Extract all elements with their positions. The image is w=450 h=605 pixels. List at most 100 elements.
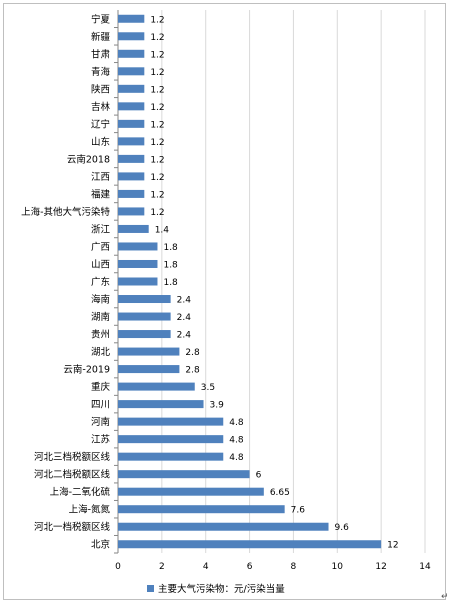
bar xyxy=(118,505,285,514)
value-label: 4.8 xyxy=(229,436,244,446)
value-label: 3.9 xyxy=(210,401,225,411)
bar xyxy=(118,102,145,111)
x-tick-label: 12 xyxy=(375,562,386,572)
category-label: 河南 xyxy=(91,416,110,428)
bar xyxy=(118,400,204,409)
bar xyxy=(118,67,145,76)
bar xyxy=(118,452,224,461)
bar xyxy=(118,277,158,286)
bar xyxy=(118,312,171,321)
value-labels: 1.2 1.2 1.2 1.2 1.2 1.2 1.2 1.2 1.2 1.2 1.2 1.2 1.4 1… xyxy=(150,15,398,550)
bar xyxy=(118,417,224,426)
value-label: 1.2 xyxy=(150,138,164,148)
bar xyxy=(118,154,145,163)
bar xyxy=(118,189,145,198)
gridlines xyxy=(114,10,426,554)
bar xyxy=(118,242,158,251)
value-label: 2.4 xyxy=(177,331,192,341)
value-label: 1.2 xyxy=(150,173,164,183)
category-label: 江西 xyxy=(91,172,110,183)
category-label: 广西 xyxy=(91,241,110,253)
category-label: 广东 xyxy=(91,276,110,288)
x-tick-label: 10 xyxy=(332,562,344,572)
x-tick-label: 4 xyxy=(203,562,209,572)
category-label: 江苏 xyxy=(91,434,111,446)
legend-label: 主要大气污染物：元/污染当量 xyxy=(158,583,285,595)
bar xyxy=(118,435,224,444)
value-label: 1.2 xyxy=(150,50,164,60)
category-label: 北京 xyxy=(91,539,110,551)
bar xyxy=(118,137,145,146)
category-label: 青海 xyxy=(91,66,111,78)
category-label: 云南2018 xyxy=(67,153,110,165)
value-label: 1.2 xyxy=(150,190,164,200)
value-label: 1.2 xyxy=(150,33,164,43)
category-label: 吉林 xyxy=(91,101,111,113)
bar xyxy=(118,172,145,181)
category-label: 贵州 xyxy=(91,329,110,341)
bar xyxy=(118,487,264,496)
category-label: 河北二档税额区线 xyxy=(34,469,111,481)
value-label: 1.2 xyxy=(150,68,164,78)
bar xyxy=(118,119,145,128)
category-label: 新疆 xyxy=(91,31,111,43)
bar xyxy=(118,49,145,58)
category-label: 山东 xyxy=(91,136,110,148)
value-label: 4.8 xyxy=(229,418,244,428)
value-label: 1.2 xyxy=(150,155,164,165)
bar xyxy=(118,14,145,23)
legend-swatch xyxy=(147,585,154,592)
value-label: 12 xyxy=(387,541,398,551)
value-label: 6 xyxy=(256,471,262,481)
value-label: 4.8 xyxy=(229,453,244,463)
category-label: 河北三档税额区线 xyxy=(34,451,111,463)
value-label: 9.6 xyxy=(335,523,350,533)
value-label: 1.2 xyxy=(150,120,164,130)
bars xyxy=(118,14,382,549)
legend: 主要大气污染物：元/污染当量 xyxy=(147,583,285,595)
category-label: 重庆 xyxy=(91,381,111,393)
value-label: 1.2 xyxy=(150,15,164,25)
category-label: 云南-2019 xyxy=(63,364,110,376)
x-axis-ticks: 0 2 4 6 8 10 12 14 xyxy=(115,562,431,572)
category-label: 上海-二氧化硫 xyxy=(50,486,111,498)
bar xyxy=(118,295,171,304)
chart-frame xyxy=(3,3,446,600)
value-label: 2.4 xyxy=(177,296,192,306)
category-label: 四川 xyxy=(91,400,110,411)
paragraph-mark: ↵ xyxy=(441,592,449,602)
category-label: 湖南 xyxy=(91,311,110,323)
value-label: 1.8 xyxy=(163,260,178,270)
bar xyxy=(118,32,145,41)
category-label: 福建 xyxy=(91,188,111,200)
x-tick-label: 8 xyxy=(291,562,297,572)
category-label: 河北一档税额区线 xyxy=(34,521,111,533)
value-label: 1.8 xyxy=(163,243,178,253)
x-tick-label: 14 xyxy=(419,562,431,572)
category-label: 上海-氮氮 xyxy=(69,504,111,516)
category-label: 陕西 xyxy=(91,83,110,95)
x-tick-label: 6 xyxy=(247,562,253,572)
bar xyxy=(118,365,180,374)
category-label: 甘肃 xyxy=(91,48,110,60)
value-label: 2.4 xyxy=(177,313,192,323)
value-label: 1.2 xyxy=(150,85,164,95)
bar xyxy=(118,540,382,549)
category-label: 浙江 xyxy=(91,223,111,235)
value-label: 2.8 xyxy=(185,348,200,358)
category-label: 辽宁 xyxy=(91,118,110,130)
bar xyxy=(118,207,145,216)
bar xyxy=(118,259,158,268)
category-label: 湖北 xyxy=(91,347,111,358)
bar xyxy=(118,382,195,391)
value-label: 6.65 xyxy=(270,488,290,498)
bar xyxy=(118,522,329,531)
category-label: 宁夏 xyxy=(91,13,111,25)
value-label: 3.5 xyxy=(201,383,215,393)
bar xyxy=(118,347,180,356)
x-tick-label: 2 xyxy=(159,562,165,572)
value-label: 7.6 xyxy=(291,506,306,516)
bar xyxy=(118,224,149,233)
